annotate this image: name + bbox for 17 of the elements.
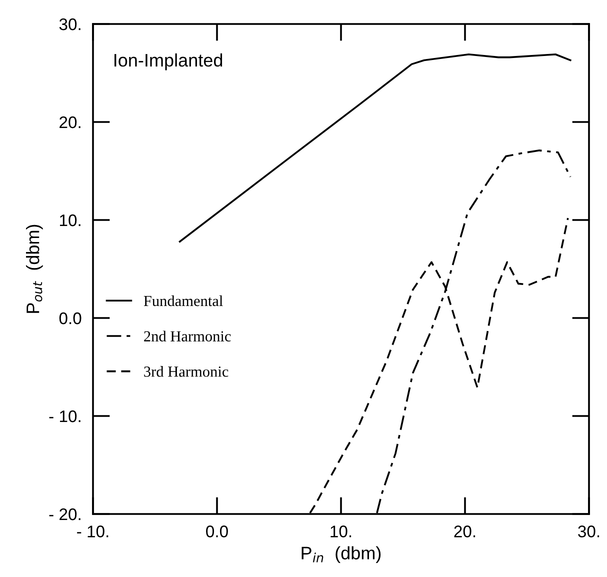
legend-label: 2nd Harmonic [144,330,231,342]
annotation: Ion-Implanted [114,53,222,70]
x-axis-title: P$_{in}$ (dbm) [302,546,381,564]
y-tick-label: 10. [60,214,80,226]
y-axis-title: P$_{out}$ (dbm) [26,224,43,313]
y-tick-label: 30. [59,18,80,30]
x-tick-label: - 10. [77,526,108,538]
legend-label: Fundamental [144,295,223,306]
x-tick-label: 0.0 [206,526,228,538]
x-tick-label: 30. [578,526,600,538]
x-tick-label: 20. [454,526,476,538]
y-tick-label: - 10. [49,410,80,422]
legend-label: 3rd Harmonic [144,366,228,377]
y-tick-label: 0.0 [59,312,82,324]
y-tick-label: 20. [60,116,80,128]
y-tick-label: - 20. [49,508,80,520]
x-tick-label: 10. [330,526,352,538]
